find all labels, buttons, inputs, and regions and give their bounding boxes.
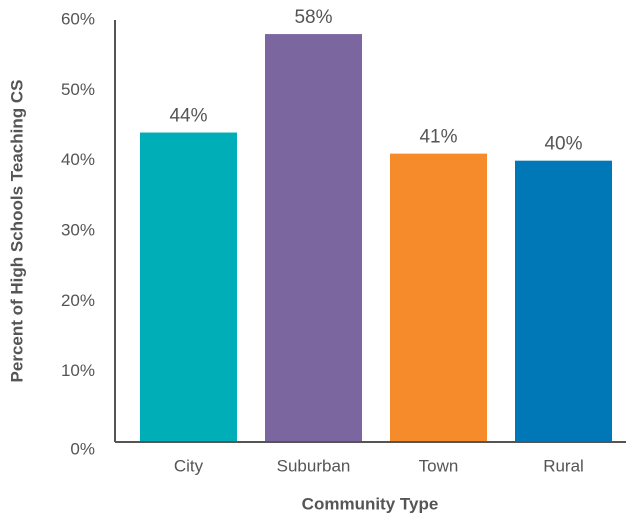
value-label: 40% (544, 134, 582, 155)
x-tick-label: Town (419, 456, 459, 475)
value-label: 44% (169, 106, 207, 127)
bar (140, 132, 237, 443)
bar (265, 34, 362, 443)
x-axis-title: Community Type (302, 494, 439, 513)
value-label: 41% (419, 127, 457, 148)
y-axis-title: Percent of High Schools Teaching CS (7, 80, 26, 383)
bar (515, 160, 612, 442)
x-tick-label: Suburban (277, 456, 351, 475)
y-tick-label: 20% (61, 291, 95, 310)
x-tick-label: City (174, 456, 204, 475)
y-tick-label: 0% (70, 439, 95, 458)
y-tick-label: 30% (61, 220, 95, 239)
y-tick-label: 50% (61, 80, 95, 99)
y-tick-label: 10% (61, 361, 95, 380)
y-tick-label: 60% (61, 9, 95, 28)
bar (390, 153, 487, 442)
y-tick-label: 40% (61, 150, 95, 169)
x-tick-label: Rural (543, 456, 584, 475)
value-label: 58% (294, 7, 332, 28)
